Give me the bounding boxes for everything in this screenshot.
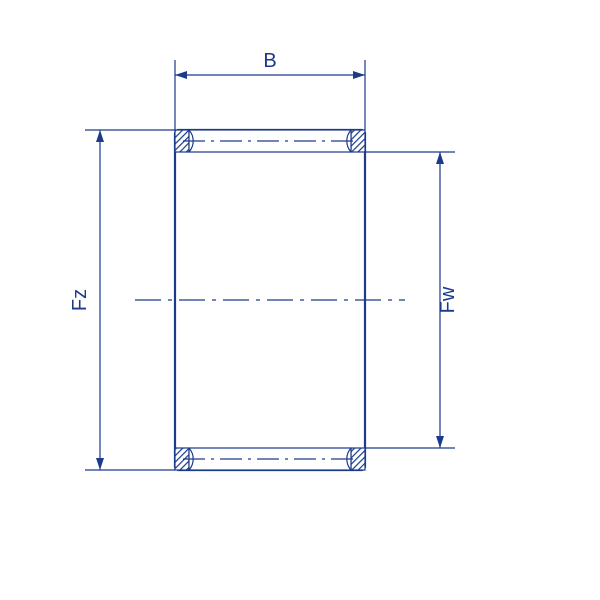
cage-square-right-bottom <box>351 448 365 470</box>
dimension-label-Fw: Fw <box>437 286 459 313</box>
dimension-B: B <box>175 50 365 130</box>
dimension-label-Fz: Fz <box>69 289 91 311</box>
bearing-cross-section-diagram: B Fw Fz <box>0 0 600 600</box>
dimension-label-B: B <box>263 50 276 72</box>
cage-square-right-top <box>351 130 365 152</box>
